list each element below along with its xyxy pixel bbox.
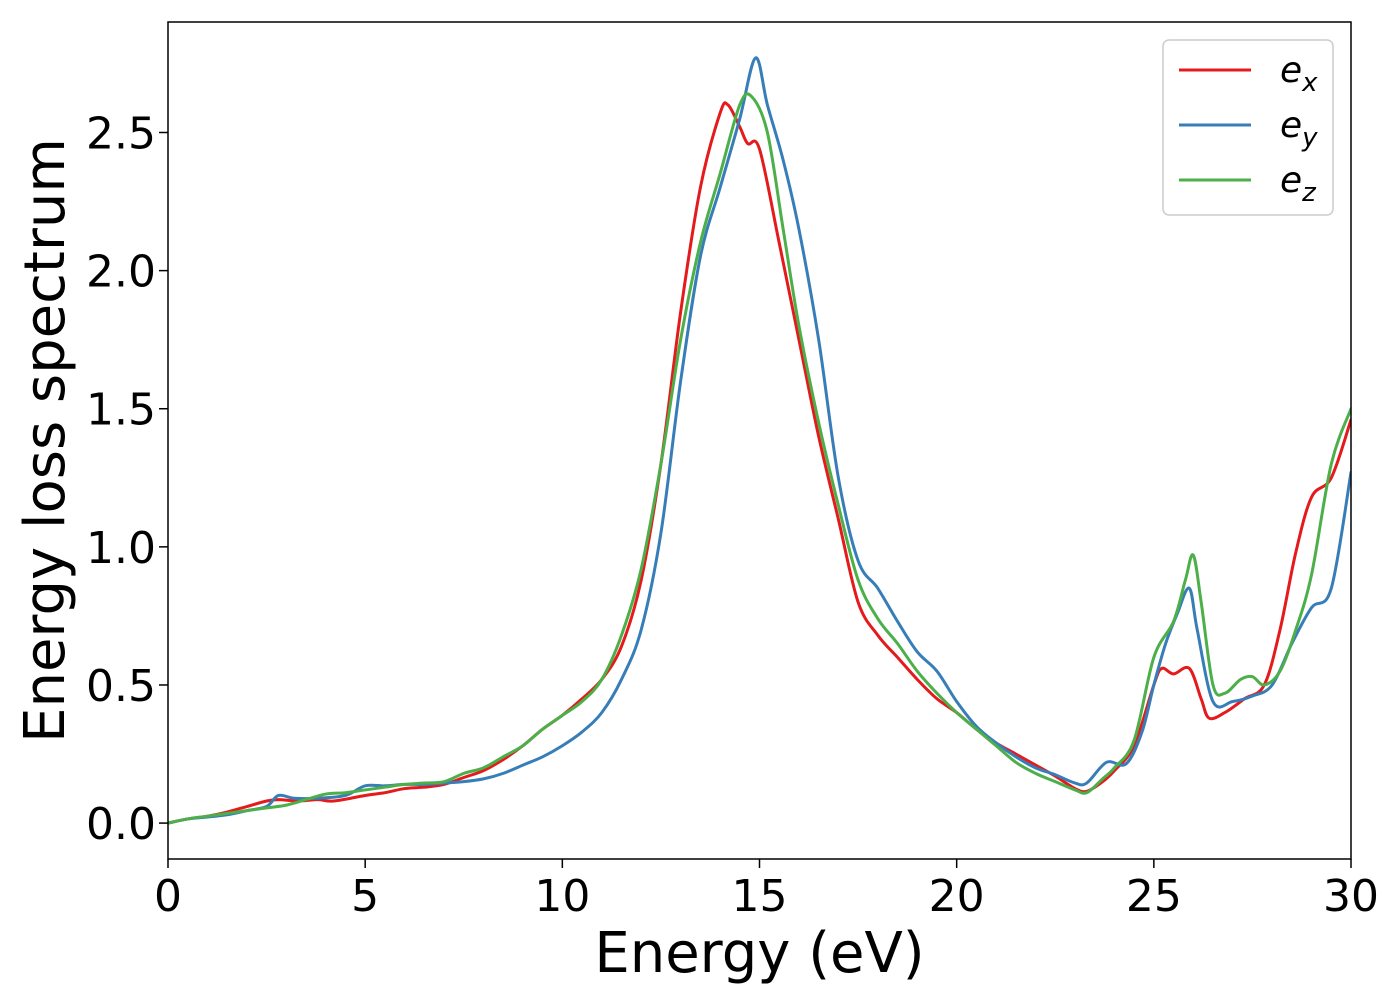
legend-box xyxy=(1162,39,1334,216)
x-tick-label: 25 xyxy=(1126,871,1182,922)
series-line-z xyxy=(168,92,1351,825)
y-tick-label: 1.5 xyxy=(86,385,156,436)
legend: ex ey ez xyxy=(1162,39,1334,216)
y-axis-title: Energy loss spectrum xyxy=(13,138,78,743)
legend-label-x: ex xyxy=(1280,50,1318,98)
y-tick-label: 0.0 xyxy=(86,799,156,850)
y-tick-label: 2.0 xyxy=(86,247,156,298)
y-axis-ticks: 0.0 0.5 1.0 1.5 2.0 2.5 xyxy=(86,108,168,850)
x-tick-label: 15 xyxy=(732,871,788,922)
x-tick-label: 5 xyxy=(351,871,379,922)
y-tick-label: 2.5 xyxy=(86,108,156,159)
legend-label-z: ez xyxy=(1280,160,1317,208)
legend-label-y: ey xyxy=(1280,105,1318,153)
series-layer xyxy=(168,56,1351,825)
x-axis-ticks: 0 5 10 15 20 25 30 xyxy=(154,859,1379,922)
x-axis-title: Energy (eV) xyxy=(594,921,924,986)
x-tick-label: 30 xyxy=(1323,871,1379,922)
series-line-x xyxy=(168,101,1351,825)
y-tick-label: 1.0 xyxy=(86,523,156,574)
x-tick-label: 0 xyxy=(154,871,182,922)
x-tick-label: 10 xyxy=(534,871,590,922)
y-tick-label: 0.5 xyxy=(86,661,156,712)
x-tick-label: 20 xyxy=(929,871,985,922)
